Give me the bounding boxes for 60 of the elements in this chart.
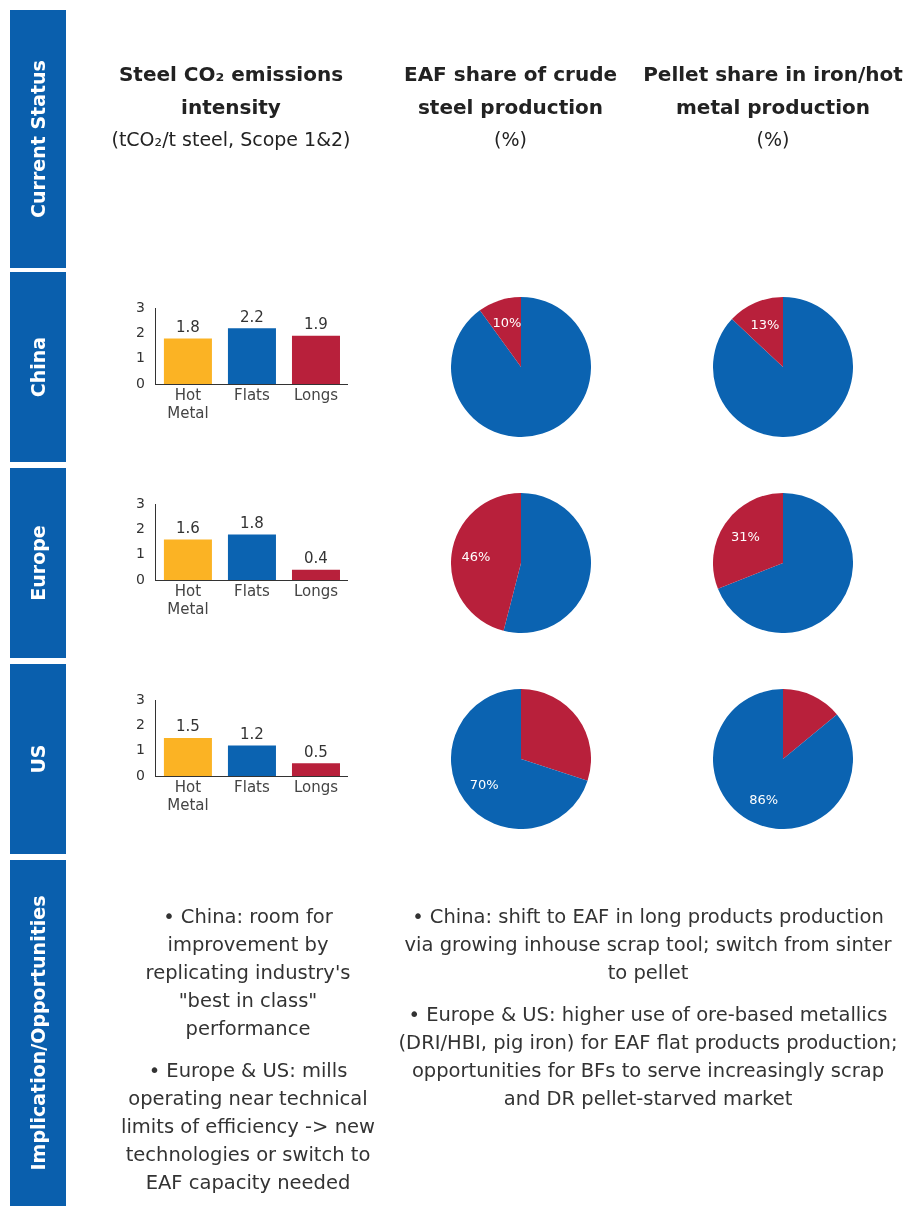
data-label: 2.2: [240, 307, 264, 326]
y-tick-label: 2: [135, 715, 145, 732]
y-tick-label: 1: [135, 545, 145, 562]
y-tick-label: 3: [135, 298, 145, 315]
text: Europe: [27, 525, 50, 601]
chart-title: Steel CO₂ emissions intensity: [117, 61, 345, 121]
data-label: 1.5: [175, 717, 200, 736]
data-label: 1.8: [175, 317, 200, 336]
chart-title: EAF share of crude steel production: [403, 62, 618, 119]
y-tick-label: 0: [135, 766, 145, 783]
text: Implication/Opportunities: [27, 895, 49, 1171]
bar: [163, 338, 212, 384]
chart-subtitle: (%): [493, 128, 528, 150]
text: • Europe & US: higher use of ore-based metallics (DRI/HBI, pig iron) for EAF flat products production; opportunities for BFs to serve increasingly scrap and DR pellet-starved market: [398, 1002, 898, 1112]
x-tick-label: Hot Metal: [167, 777, 209, 814]
bar: [291, 335, 340, 384]
data-label: 31%: [730, 528, 760, 544]
y-tick-label: 1: [135, 349, 145, 366]
data-label: 1.6: [175, 518, 200, 537]
text: • China: shift to EAF in long products production via growing inhouse scrap tool; switch from sinter to pellet: [403, 904, 893, 986]
x-tick-label: Flats: [234, 385, 270, 404]
x-tick-label: Longs: [293, 581, 339, 600]
data-label: 0.4: [304, 549, 328, 568]
y-tick-label: 3: [135, 494, 145, 511]
x-tick-label: Hot Metal: [167, 581, 209, 618]
text: US: [27, 744, 49, 774]
x-tick-label: Hot Metal: [167, 385, 209, 422]
data-label: 1.9: [304, 315, 328, 334]
x-tick-label: Longs: [293, 777, 339, 796]
bar: [163, 539, 212, 580]
data-label: 10%: [491, 315, 521, 331]
y-tick-label: 0: [135, 374, 145, 391]
data-label: 86%: [749, 791, 779, 807]
x-tick-label: Longs: [293, 385, 339, 404]
data-label: 46%: [460, 548, 490, 564]
bar: [227, 534, 276, 580]
data-label: 1.8: [240, 513, 264, 532]
data-label: 70%: [469, 777, 499, 793]
data-label: 1.2: [240, 724, 264, 743]
bar: [227, 745, 276, 776]
y-tick-label: 0: [135, 570, 145, 587]
y-tick-label: 2: [135, 519, 145, 536]
bar: [291, 763, 340, 776]
y-tick-label: 3: [135, 690, 145, 707]
chart-title: Pellet share in iron/hot metal production: [642, 61, 904, 121]
y-tick-label: 2: [135, 323, 145, 340]
chart-subtitle: (tCO₂/t steel, Scope 1&2): [110, 128, 352, 150]
text: • Europe & US: mills operating near technical limits of efficiency -> new technologies or switch to EAF capacity needed: [120, 1058, 376, 1196]
bar: [291, 569, 340, 580]
x-tick-label: Flats: [234, 581, 270, 600]
chart-subtitle: (%): [755, 128, 791, 150]
x-tick-label: Flats: [234, 777, 270, 796]
bar: [163, 738, 212, 776]
data-label: 0.5: [304, 742, 328, 761]
text: China: [27, 336, 49, 398]
y-tick-label: 1: [135, 741, 145, 758]
text: Current Status: [27, 60, 50, 218]
bar: [227, 328, 276, 384]
data-label: 13%: [750, 316, 780, 332]
text: • China: room for improvement by replicating industry's "best in class" performance: [144, 904, 352, 1042]
